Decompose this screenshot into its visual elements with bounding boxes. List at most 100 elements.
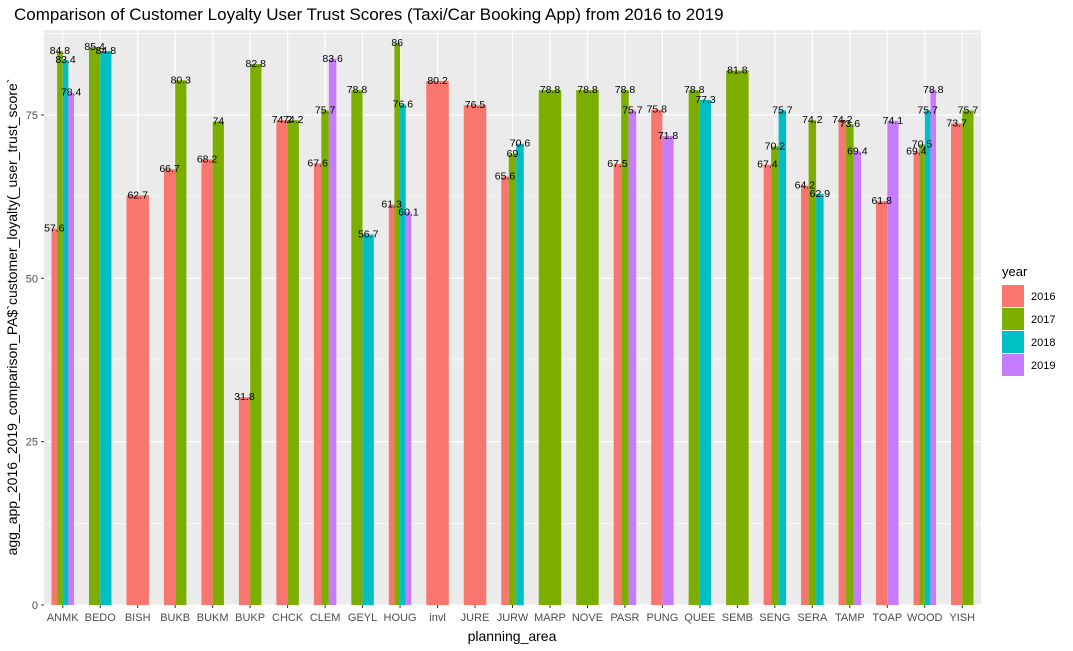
bar-label-BUKB-2017: 80.3 (171, 74, 192, 86)
bar-label-ANMK-2018: 83.4 (55, 54, 76, 66)
bar-label-HOUG-2016: 61.3 (381, 198, 402, 210)
x-tick-label-TOAP: TOAP (872, 612, 902, 624)
x-tick-label-SEMB: SEMB (722, 612, 753, 624)
bar-TAMP-2017 (846, 124, 854, 605)
bar-label-WOOD-2019: 78.8 (923, 84, 944, 96)
bar-BUKP-2016 (238, 397, 251, 605)
bars (51, 43, 974, 606)
bar-label-TAMP-2016: 74.2 (832, 114, 853, 126)
bar-label-TOAP-2019: 74.1 (883, 115, 904, 127)
bar-label-HOUG-2019: 60.1 (398, 206, 419, 218)
bar-BUKB-2016 (163, 169, 176, 605)
x-tick-label-JURE: JURE (461, 612, 490, 624)
x-tick-label-BISH: BISH (125, 612, 151, 624)
bar-SENG-2017 (771, 146, 779, 605)
bar-label-SENG-2016: 67.4 (757, 159, 778, 171)
bar-PUNG-2016 (651, 109, 663, 605)
bar-label-PUNG-2019: 71.8 (658, 130, 679, 142)
bar-labels: 57.684.883.478.485.484.862.766.780.368.2… (44, 37, 978, 403)
x-axis-title: planning_area (468, 628, 557, 644)
bar-label-SEMB-2017: 81.8 (727, 65, 748, 77)
bar-label-WOOD-2017: 70.5 (912, 138, 933, 150)
x-axis-ticks: ANMK BEDO BISH BUKB BUKM BUKP CHCK CLEM GEYL HOUG… (47, 605, 975, 624)
bar-label-JURW-2018: 70.6 (510, 138, 531, 150)
x-tick-label-BUKM: BUKM (197, 612, 229, 624)
bar-JURW-2016 (501, 176, 509, 605)
bar-label-JURW-2017: 69 (507, 148, 519, 160)
bar-CHCK-2016 (276, 120, 288, 605)
bar-label-TAMP-2017: 73.6 (840, 118, 861, 130)
y-tick-label: 50 (26, 273, 38, 285)
bar-label-SERA-2018: 62.9 (810, 188, 831, 200)
bar-label-CHCK-2017: 74.2 (283, 114, 304, 126)
bar-TAMP-2016 (838, 120, 847, 605)
bar-label-SENG-2018: 75.7 (772, 104, 793, 116)
bar-JURE-2016 (463, 105, 487, 606)
bar-label-BUKP-2016: 31.8 (234, 391, 255, 403)
bar-SERA-2016 (801, 185, 809, 606)
bar-TOAP-2019 (887, 120, 899, 606)
bar-SERA-2017 (808, 120, 817, 605)
x-tick-label-invl: invl (429, 612, 446, 624)
bar-PASR-2017 (621, 90, 629, 605)
bar-ANMK-2017 (57, 50, 63, 605)
bar-HOUG-2017 (394, 43, 401, 606)
bar-label-QUEE-2017: 78.8 (684, 84, 705, 96)
bar-label-YISH-2016: 73.7 (946, 117, 967, 129)
y-axis-ticks: 0 25 50 75 (26, 110, 44, 612)
bar-HOUG-2019 (405, 212, 412, 605)
bar-BISH-2016 (126, 195, 149, 605)
bar-HOUG-2018 (400, 104, 406, 605)
legend-label-2019: 2019 (1031, 360, 1055, 372)
x-tick-label-NOVE: NOVE (572, 612, 603, 624)
bar-label-GEYL-2018: 56.7 (358, 229, 379, 241)
bar-label-BISH-2016: 62.7 (127, 189, 148, 201)
bar-label-CLEM-2017: 75.7 (315, 104, 336, 116)
bar-CLEM-2016 (313, 163, 322, 605)
bar-label-CLEM-2016: 67.6 (307, 157, 328, 169)
x-tick-label-JURW: JURW (497, 612, 529, 624)
bar-YISH-2016 (951, 123, 963, 605)
bar-BUKP-2017 (250, 63, 262, 605)
bar-BEDO-2018 (100, 50, 112, 605)
x-tick-label-PASR: PASR (610, 612, 639, 624)
x-tick-label-PUNG: PUNG (647, 612, 679, 624)
bar-NOVE-2017 (576, 90, 599, 605)
x-tick-label-BUKB: BUKB (160, 612, 190, 624)
bar-label-CLEM-2019: 83.6 (322, 53, 343, 65)
bar-label-JURW-2016: 65.6 (495, 170, 516, 182)
x-tick-label-WOOD: WOOD (907, 612, 942, 624)
bar-PUNG-2019 (662, 135, 674, 605)
bar-BUKB-2017 (175, 80, 187, 605)
legend-key-2019 (1002, 354, 1024, 376)
bar-BEDO-2017 (88, 46, 101, 605)
legend-key-2018 (1002, 331, 1024, 353)
bar-label-ANMK-2016: 57.6 (44, 223, 65, 235)
bar-CLEM-2019 (328, 58, 337, 605)
bar-TAMP-2019 (853, 151, 862, 605)
y-tick-label: 25 (26, 437, 38, 449)
bar-JURW-2017 (508, 154, 517, 606)
legend: year 2016 2017 2018 2019 (1002, 264, 1055, 376)
bar-label-PUNG-2016: 75.8 (647, 104, 668, 116)
bar-WOOD-2019 (930, 90, 937, 605)
x-tick-label-HOUG: HOUG (384, 612, 417, 624)
x-tick-label-MARP: MARP (534, 612, 566, 624)
bar-CLEM-2017 (321, 110, 329, 605)
bar-label-BEDO-2017: 85.4 (84, 41, 105, 53)
bar-label-CHCK-2016: 74.2 (272, 114, 293, 126)
bar-label-BEDO-2018: 84.8 (96, 45, 117, 57)
x-tick-label-TAMP: TAMP (835, 612, 865, 624)
bar-label-PASR-2016: 67.5 (607, 158, 628, 170)
x-tick-label-BUKP: BUKP (235, 612, 265, 624)
bar-MARP-2017 (538, 90, 562, 605)
bar-SENG-2016 (763, 164, 772, 605)
bar-CHCK-2017 (287, 120, 299, 605)
bar-SERA-2018 (816, 194, 824, 605)
legend-label-2017: 2017 (1031, 314, 1055, 326)
bar-label-TAMP-2019: 69.4 (847, 146, 868, 158)
bar-QUEE-2018 (699, 99, 712, 606)
bar-label-ANMK-2017: 84.8 (50, 45, 71, 57)
legend-key-2017 (1002, 308, 1024, 330)
